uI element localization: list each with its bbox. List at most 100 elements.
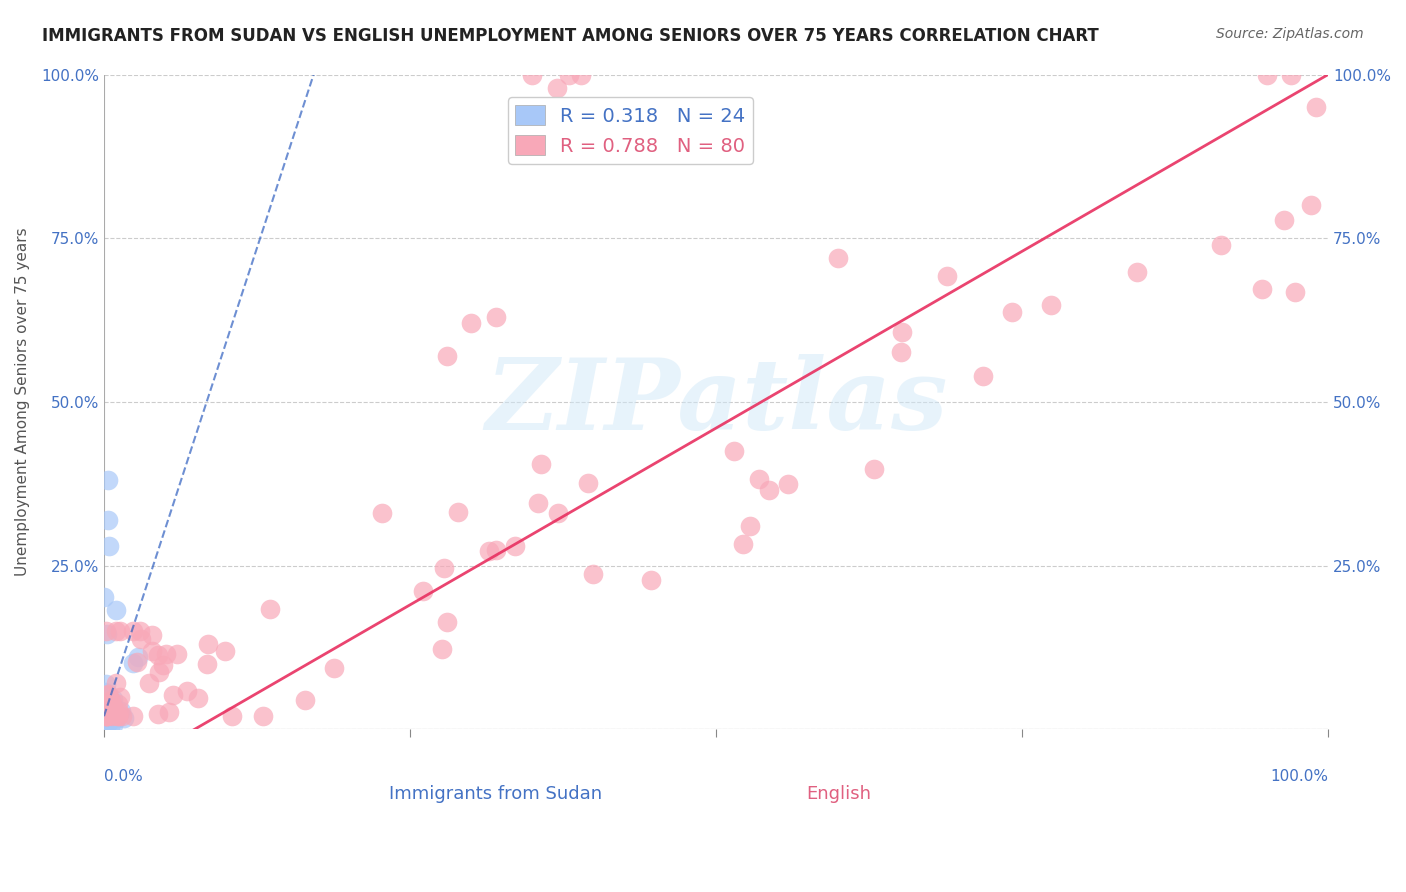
- Point: [436, 615, 458, 630]
- Point: [503, 539, 526, 553]
- Point: [187, 691, 209, 706]
- Point: [100, 694, 122, 708]
- Point: [129, 632, 152, 646]
- Point: [121, 709, 143, 723]
- Point: [110, 624, 132, 638]
- Point: [97, 698, 120, 712]
- Point: [1284, 285, 1306, 299]
- Text: English: English: [806, 785, 870, 803]
- Y-axis label: Unemployment Among Seniors over 75 years: Unemployment Among Seniors over 75 years: [15, 227, 30, 576]
- Point: [1301, 198, 1323, 212]
- Point: [576, 475, 599, 490]
- Point: [94, 699, 117, 714]
- Point: [108, 690, 131, 704]
- Point: [582, 567, 605, 582]
- Point: [148, 665, 170, 679]
- Point: [478, 544, 501, 558]
- Text: Immigrants from Sudan: Immigrants from Sudan: [389, 785, 602, 803]
- Point: [101, 717, 124, 731]
- Point: [176, 684, 198, 698]
- Point: [460, 316, 482, 330]
- Point: [778, 476, 800, 491]
- Point: [101, 709, 124, 723]
- Point: [107, 709, 129, 723]
- Point: [558, 68, 581, 82]
- Point: [127, 655, 149, 669]
- Point: [371, 506, 394, 520]
- Point: [723, 444, 745, 458]
- Point: [104, 676, 127, 690]
- Point: [889, 345, 911, 359]
- Point: [98, 698, 121, 712]
- Point: [827, 251, 849, 265]
- Point: [1256, 68, 1278, 82]
- Point: [252, 709, 274, 723]
- Point: [105, 603, 128, 617]
- Text: IMMIGRANTS FROM SUDAN VS ENGLISH UNEMPLOYMENT AMONG SENIORS OVER 75 YEARS CORREL: IMMIGRANTS FROM SUDAN VS ENGLISH UNEMPLO…: [42, 27, 1099, 45]
- Point: [1274, 212, 1296, 227]
- Point: [430, 642, 453, 657]
- Point: [105, 711, 128, 725]
- Point: [155, 647, 177, 661]
- Point: [97, 513, 120, 527]
- Point: [98, 720, 121, 734]
- Point: [96, 689, 118, 703]
- Text: 100.0%: 100.0%: [1270, 769, 1329, 783]
- Point: [122, 624, 145, 638]
- Point: [221, 709, 243, 723]
- Point: [738, 519, 761, 533]
- Point: [546, 80, 568, 95]
- Point: [105, 624, 128, 638]
- Point: [214, 644, 236, 658]
- Point: [97, 474, 120, 488]
- Point: [322, 661, 344, 675]
- Point: [436, 349, 458, 363]
- Point: [748, 473, 770, 487]
- Point: [972, 368, 994, 383]
- Point: [94, 687, 117, 701]
- Point: [94, 720, 117, 734]
- Point: [96, 716, 118, 731]
- Legend: R = 0.318   N = 24, R = 0.788   N = 80: R = 0.318 N = 24, R = 0.788 N = 80: [508, 97, 754, 163]
- Point: [141, 628, 163, 642]
- Point: [485, 310, 508, 324]
- Point: [96, 709, 118, 723]
- Point: [259, 601, 281, 615]
- Point: [447, 505, 470, 519]
- Point: [107, 709, 129, 723]
- Point: [141, 644, 163, 658]
- Point: [127, 650, 149, 665]
- Point: [94, 676, 117, 690]
- Point: [101, 697, 124, 711]
- Text: Source: ZipAtlas.com: Source: ZipAtlas.com: [1216, 27, 1364, 41]
- Point: [107, 697, 129, 711]
- Point: [547, 506, 569, 520]
- Point: [166, 647, 188, 661]
- Point: [891, 325, 914, 339]
- Text: ZIPatlas: ZIPatlas: [485, 353, 948, 450]
- Point: [195, 657, 218, 671]
- Point: [93, 685, 115, 699]
- Point: [157, 705, 180, 719]
- Point: [148, 706, 170, 721]
- Point: [1305, 100, 1327, 114]
- Point: [152, 657, 174, 672]
- Point: [111, 709, 134, 723]
- Point: [103, 708, 125, 723]
- Point: [96, 627, 118, 641]
- Point: [433, 561, 456, 575]
- Point: [758, 483, 780, 498]
- Point: [1211, 238, 1233, 252]
- Point: [110, 704, 132, 718]
- Point: [146, 648, 169, 662]
- Point: [96, 709, 118, 723]
- Point: [522, 68, 544, 82]
- Point: [96, 709, 118, 723]
- Point: [485, 543, 508, 558]
- Point: [96, 717, 118, 731]
- Point: [97, 687, 120, 701]
- Point: [1039, 298, 1062, 312]
- Point: [97, 539, 120, 553]
- Point: [640, 573, 662, 587]
- Point: [93, 590, 115, 604]
